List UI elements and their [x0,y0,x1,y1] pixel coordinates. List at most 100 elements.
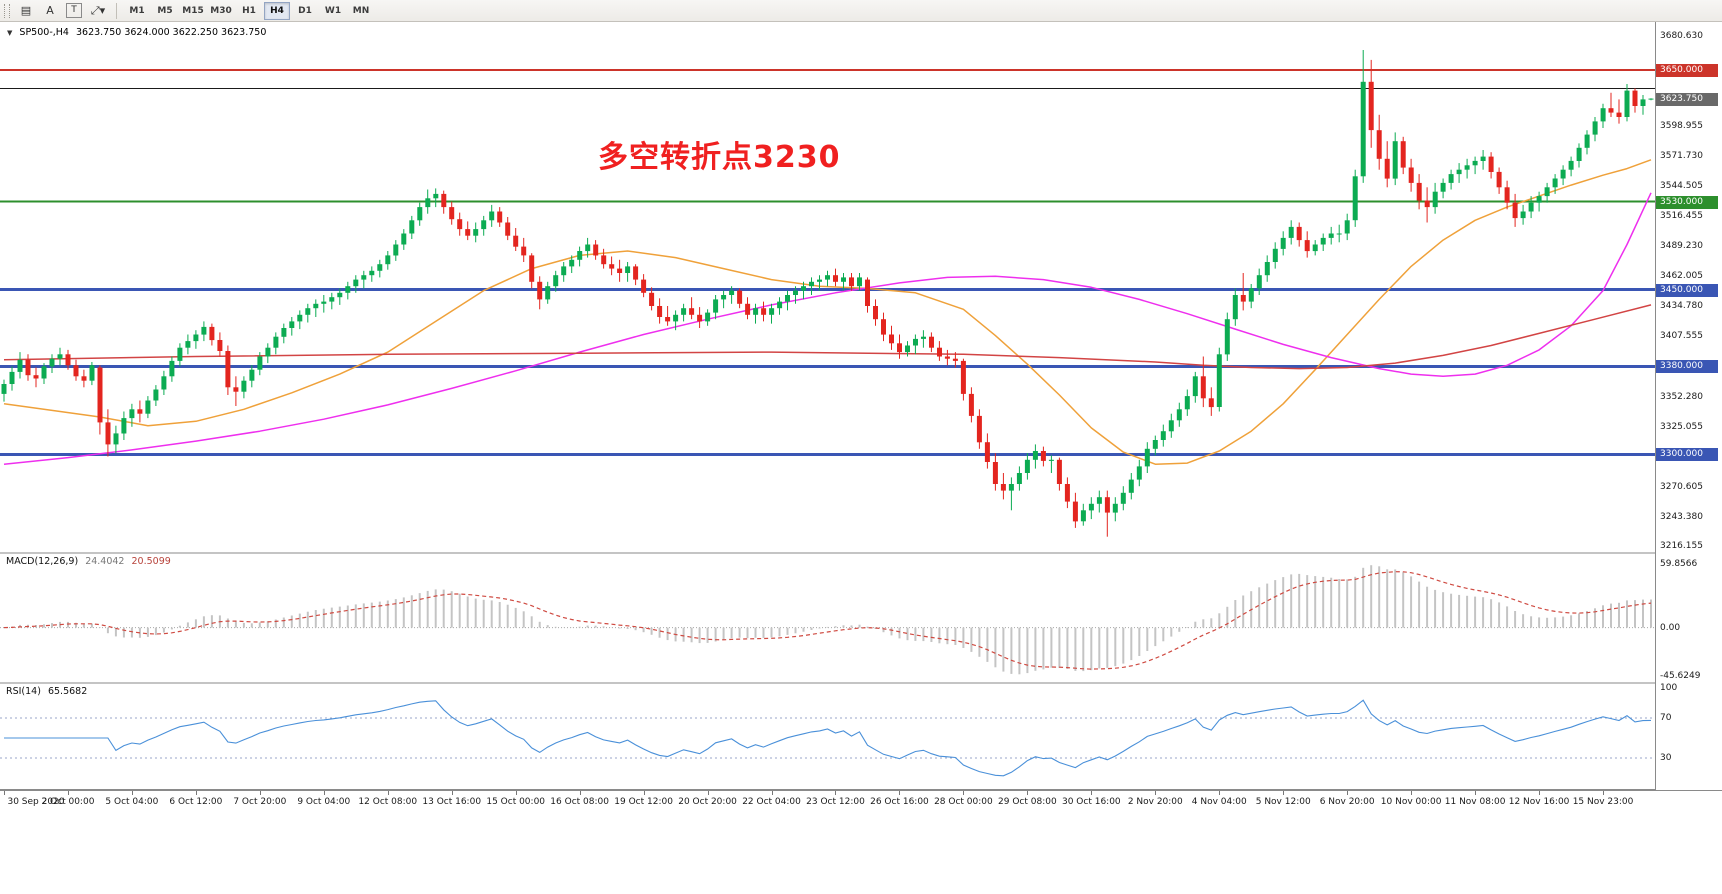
bottom-filler [0,812,1722,894]
price-tick-label: 3598.955 [1660,120,1703,131]
toolbar-grip[interactable] [4,3,10,18]
price-tick-label: 3462.005 [1660,271,1703,282]
time-label: 2 Nov 20:00 [1127,797,1183,807]
rsi-axis-label: 100 [1660,683,1678,693]
rsi-value: 65.5682 [47,686,88,697]
time-tick [324,791,325,795]
time-tick [516,791,517,795]
time-label: 7 Oct 20:00 [233,797,287,807]
text-box-tool-button[interactable]: T [66,3,82,18]
time-label: 9 Oct 04:00 [297,797,351,807]
time-label: 2 Oct 00:00 [41,797,95,807]
timeframe-toolbar: M1 M5 M15 M30 H1 H4 D1 W1 MN [123,1,375,20]
time-label: 15 Oct 00:00 [486,797,546,807]
time-tick [1539,791,1540,795]
time-tick [1603,791,1604,795]
price-line-badge: 3300.000 [1656,448,1718,462]
chart-area[interactable]: ▼ SP500-,H4 3623.750 3624.000 3622.250 3… [0,22,1722,790]
time-label: 5 Oct 04:00 [105,797,159,807]
timeframe-button-mn[interactable]: MN [352,5,370,16]
time-label: 26 Oct 16:00 [870,797,929,807]
macd-value-signal: 20.5099 [131,556,171,567]
symbol-ohlc: 3623.750 3624.000 3622.250 3623.750 [75,27,267,38]
time-tick [963,791,964,795]
price-tick-label: 3243.380 [1660,511,1703,522]
time-label: 12 Oct 08:00 [358,797,418,807]
rsi-axis-label: 30 [1660,753,1672,763]
time-tick [580,791,581,795]
time-label: 30 Sep 2020 [7,797,65,807]
time-tick [452,791,453,795]
time-tick [196,791,197,795]
tool-buttons-group: ▤ A T ⤢▾ [14,1,110,20]
timeframe-button-m30[interactable]: M30 [210,5,232,16]
time-label: 4 Nov 04:00 [1191,797,1247,807]
time-label: 6 Nov 20:00 [1319,797,1375,807]
time-label: 19 Oct 12:00 [614,797,673,807]
time-tick [1027,791,1028,795]
price-tick-label: 3516.455 [1660,211,1703,222]
time-label: 6 Oct 12:00 [169,797,223,807]
time-label: 30 Oct 16:00 [1061,797,1121,807]
toolbar: ▤ A T ⤢▾ M1 M5 M15 M30 H1 H4 D1 W1 MN [0,0,1722,22]
macd-axis-max-label: 59.8566 [1660,559,1698,569]
timeframe-button-m1[interactable]: M1 [129,5,145,16]
charts-list-icon-button[interactable]: ▤ [20,4,32,17]
rsi-indicator-label: RSI(14) 65.5682 [6,686,87,697]
time-label: 16 Oct 08:00 [550,797,609,807]
price-axis[interactable]: 3680.630 3598.955 3571.730 3544.505 3516.455… [1656,22,1722,790]
timeframe-button-h1[interactable]: H1 [242,5,256,16]
timeframe-button-w1[interactable]: W1 [324,5,342,16]
time-tick [708,791,709,795]
toolbar-separator [116,2,117,19]
macd-axis-zero-label: 0.00 [1660,622,1681,633]
price-line-badge: 3623.750 [1656,92,1718,106]
rsi-axis-label: 70 [1660,713,1672,723]
price-tick-label: 3434.780 [1660,301,1703,312]
time-label: 11 Nov 08:00 [1444,797,1506,807]
price-line-badge: 3380.000 [1656,360,1718,374]
time-label: 23 Oct 12:00 [806,797,865,807]
time-axis[interactable]: 30 Sep 2020 2 Oct 00:00 5 Oct 04:00 6 Oct 1… [0,790,1722,812]
price-tick-label: 3544.505 [1660,180,1703,191]
price-tick-label: 3680.630 [1660,31,1703,42]
time-tick [835,791,836,795]
text-label-tool-button[interactable]: A [46,4,54,17]
time-tick [1155,791,1156,795]
price-tick-label: 3407.555 [1660,331,1703,342]
chart-symbol-label: ▼ SP500-,H4 3623.750 3624.000 3622.250 3… [7,27,266,38]
time-tick [644,791,645,795]
chart-expander-icon[interactable]: ▼ [7,29,13,37]
time-tick [899,791,900,795]
price-line-badge: 3530.000 [1656,195,1718,209]
price-tick-label: 3270.605 [1660,481,1703,492]
time-tick [4,791,5,795]
price-tick-label: 3325.055 [1660,421,1703,432]
time-tick [1411,791,1412,795]
time-label: 13 Oct 16:00 [422,797,482,807]
time-tick [1475,791,1476,795]
shapes-dropdown-button[interactable]: ⤢▾ [90,4,106,17]
price-tick-label: 3489.230 [1660,241,1703,252]
timeframe-button-h4[interactable]: H4 [264,1,290,20]
time-label: 29 Oct 08:00 [998,797,1057,807]
price-chart-canvas[interactable] [0,22,1722,790]
time-label: 15 Nov 23:00 [1572,797,1634,807]
macd-name: MACD(12,26,9) [6,556,79,567]
price-line-badge: 3450.000 [1656,283,1718,297]
timeframe-button-m5[interactable]: M5 [157,5,173,16]
price-tick-label: 3352.280 [1660,391,1703,402]
time-label: 22 Oct 04:00 [742,797,801,807]
timeframe-button-m15[interactable]: M15 [182,5,204,16]
chart-annotation-text[interactable]: 多空转折点3230 [598,140,841,175]
timeframe-button-d1[interactable]: D1 [298,5,312,16]
time-tick [1347,791,1348,795]
time-label: 10 Nov 00:00 [1380,797,1442,807]
time-tick [68,791,69,795]
macd-indicator-label: MACD(12,26,9) 24.4042 20.5099 [6,556,171,567]
time-label: 12 Nov 16:00 [1508,797,1570,807]
macd-value-main: 24.4042 [85,556,125,567]
time-tick [1219,791,1220,795]
time-tick [772,791,773,795]
time-tick [132,791,133,795]
